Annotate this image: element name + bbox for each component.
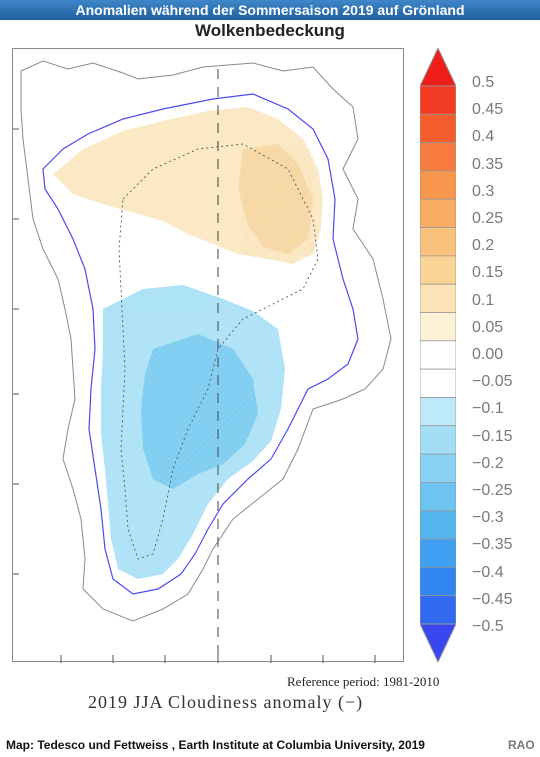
colorbar-band xyxy=(420,510,456,540)
greenland-map xyxy=(13,60,392,663)
colorbar-band xyxy=(420,85,456,115)
map-subtitle: Wolkenbedeckung xyxy=(195,21,345,40)
colorbar-band xyxy=(420,198,456,228)
colorbar-tick-label: 0.3 xyxy=(472,182,495,200)
colorbar-band xyxy=(420,312,456,342)
colorbar-tick-label: −0.45 xyxy=(472,590,513,608)
colorbar-tick-label: 0.1 xyxy=(472,291,495,309)
colorbar-tick-label: 0.25 xyxy=(472,210,504,227)
colorbar-tick-label: −0.35 xyxy=(472,536,513,554)
colorbar-tick-label: 0.2 xyxy=(472,237,495,255)
colorbar-tick-label: 0.5 xyxy=(472,74,495,91)
colorbar-tick-label: −0.5 xyxy=(472,618,504,635)
colorbar-band xyxy=(420,482,456,512)
colorbar xyxy=(420,48,456,662)
colorbar-tick-label: 0.35 xyxy=(472,155,504,173)
colorbar-band xyxy=(420,255,456,285)
map-credit: Map: Tedesco und Fettweiss , Earth Insti… xyxy=(6,738,425,752)
colorbar-band xyxy=(420,397,456,427)
colorbar-band xyxy=(420,538,456,568)
colorbar-band xyxy=(420,283,456,313)
colorbar-bottom-arrow xyxy=(420,623,456,662)
colorbar-tick-label: −0.3 xyxy=(472,509,504,527)
colorbar-tick-label: −0.1 xyxy=(472,400,504,418)
colorbar-band xyxy=(420,453,456,483)
reference-period: Reference period: 1981-2010 xyxy=(287,674,440,689)
colorbar-band xyxy=(420,170,456,200)
colorbar-tick-label: 0.00 xyxy=(472,346,504,363)
variable-title: 2019 JJA Cloudiness anomaly (−) xyxy=(88,692,364,712)
colorbar-band xyxy=(420,227,456,257)
colorbar-band xyxy=(420,113,456,144)
colorbar-band xyxy=(420,425,456,455)
colorbar-tick-label: 0.45 xyxy=(472,101,504,119)
colorbar-tick-label: −0.05 xyxy=(472,373,513,391)
elevation-contour xyxy=(118,143,319,560)
colorbar-tick-label: 0.05 xyxy=(472,318,504,336)
banner-title: Anomalien während der Sommersaison 2019 … xyxy=(0,0,540,20)
colorbar-tick-label: −0.25 xyxy=(472,482,513,499)
colorbar-tick-label: 0.4 xyxy=(472,128,495,146)
rao-logo-text: RAO xyxy=(508,738,535,752)
colorbar-tick-label: −0.2 xyxy=(472,454,504,472)
colorbar-tick-label: −0.15 xyxy=(472,427,513,445)
colorbar-band xyxy=(420,566,456,597)
colorbar-tick-label: −0.4 xyxy=(472,563,504,581)
colorbar-band xyxy=(420,595,456,625)
map-ticks xyxy=(13,128,376,663)
map-frame xyxy=(12,48,404,663)
colorbar-band xyxy=(420,340,456,370)
colorbar-band xyxy=(420,368,456,398)
colorbar-top-arrow xyxy=(420,48,456,87)
colorbar-band xyxy=(420,142,456,172)
outer-coastline xyxy=(20,60,392,622)
colorbar-tick-label: 0.15 xyxy=(472,264,504,282)
